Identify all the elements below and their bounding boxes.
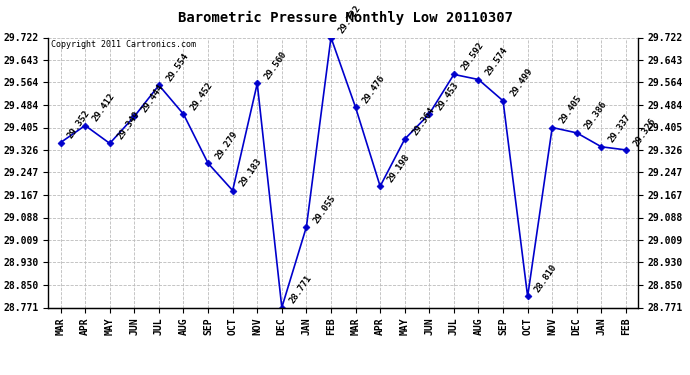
Text: 29.452: 29.452 xyxy=(189,80,215,112)
Text: 29.279: 29.279 xyxy=(214,129,239,161)
Text: 28.810: 28.810 xyxy=(533,262,559,294)
Text: 29.326: 29.326 xyxy=(631,116,658,148)
Text: 29.444: 29.444 xyxy=(140,82,166,114)
Text: Copyright 2011 Cartronics.com: Copyright 2011 Cartronics.com xyxy=(51,40,196,49)
Text: 28.771: 28.771 xyxy=(287,274,313,305)
Text: 29.364: 29.364 xyxy=(411,105,436,137)
Text: 29.554: 29.554 xyxy=(164,51,190,83)
Text: 29.574: 29.574 xyxy=(484,46,510,77)
Text: 29.386: 29.386 xyxy=(582,99,608,131)
Text: 29.722: 29.722 xyxy=(337,4,362,35)
Text: 29.476: 29.476 xyxy=(361,74,387,105)
Text: 29.055: 29.055 xyxy=(312,193,338,225)
Text: 29.592: 29.592 xyxy=(460,40,485,72)
Text: 29.453: 29.453 xyxy=(435,80,461,112)
Text: 29.412: 29.412 xyxy=(90,92,117,123)
Text: 29.198: 29.198 xyxy=(386,153,411,184)
Text: 29.183: 29.183 xyxy=(238,157,264,188)
Text: Barometric Pressure Monthly Low 20110307: Barometric Pressure Monthly Low 20110307 xyxy=(177,11,513,26)
Text: 29.337: 29.337 xyxy=(607,113,633,145)
Text: 29.349: 29.349 xyxy=(115,110,141,141)
Text: 29.352: 29.352 xyxy=(66,109,92,140)
Text: 29.499: 29.499 xyxy=(509,67,535,99)
Text: 29.560: 29.560 xyxy=(263,50,288,81)
Text: 29.405: 29.405 xyxy=(558,94,584,125)
